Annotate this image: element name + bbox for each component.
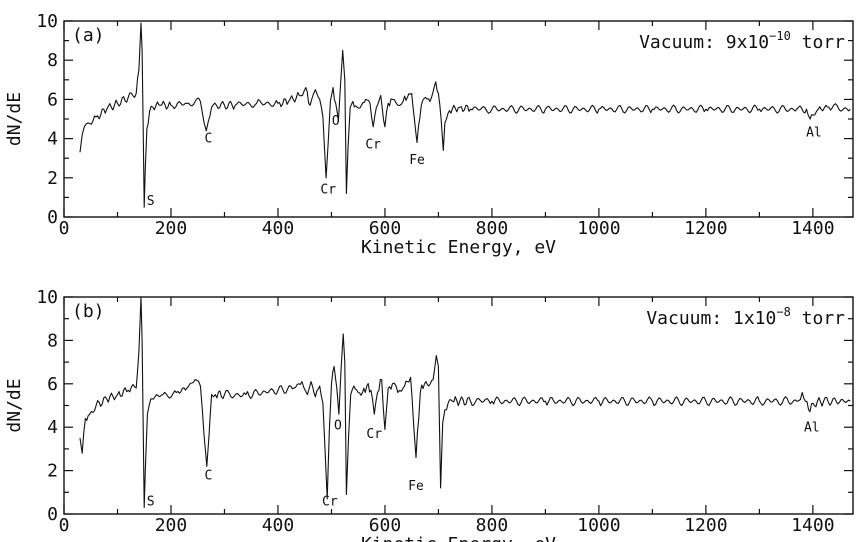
y-tick-label: 2 <box>47 461 58 482</box>
peak-labels: S C O Cr Cr Fe Al <box>147 114 822 209</box>
x-tick-label: 0 <box>59 515 70 536</box>
peak-label-fe: Fe <box>408 479 424 494</box>
vacuum-prefix: Vacuum: 1x10 <box>646 308 776 329</box>
tick-labels: 0 200 400 600 800 1000 1200 1400 0 2 4 6 8 10 <box>36 287 834 536</box>
y-tick-label: 10 <box>36 287 58 308</box>
x-axis-title: Kinetic Energy, eV <box>361 237 556 258</box>
x-tick-label: 400 <box>262 515 295 536</box>
x-tick-label: 400 <box>262 218 295 239</box>
vacuum-label: Vacuum: 1x10−8 torr <box>646 305 845 329</box>
y-tick-label: 8 <box>47 50 58 71</box>
y-tick-label: 10 <box>36 11 58 32</box>
peak-label-fe: Fe <box>409 153 425 168</box>
y-tick-label: 6 <box>47 374 58 395</box>
panel-label: (a) <box>72 25 105 46</box>
y-axis-title: dN/dE <box>4 92 25 146</box>
peak-label-s: S <box>147 494 155 509</box>
axis-ticks <box>63 20 853 218</box>
x-tick-label: 1400 <box>791 218 834 239</box>
y-tick-label: 8 <box>47 330 58 351</box>
chart-panel-b: 0 200 400 600 800 1000 1200 1400 0 2 4 6 8 10 S C O Cr Cr… <box>4 287 854 542</box>
peak-label-o: O <box>334 418 342 433</box>
panel-label: (b) <box>72 301 105 322</box>
y-tick-label: 2 <box>47 168 58 189</box>
vacuum-prefix: Vacuum: 9x10 <box>639 32 769 53</box>
peak-label-s: S <box>147 194 155 209</box>
y-tick-label: 0 <box>47 207 58 228</box>
x-tick-label: 600 <box>369 515 402 536</box>
x-tick-label: 200 <box>155 218 188 239</box>
x-tick-label: 800 <box>476 218 509 239</box>
y-axis-title: dN/dE <box>4 378 25 432</box>
tick-labels: 0 200 400 600 800 1000 1200 1400 0 2 4 6 8 10 <box>36 11 834 239</box>
y-tick-label: 4 <box>47 129 58 150</box>
vacuum-suffix: torr <box>791 32 845 53</box>
peak-label-cr: Cr <box>366 427 382 442</box>
peak-labels: S C O Cr Cr Fe Al <box>147 418 820 509</box>
peak-label-al: Al <box>806 126 822 141</box>
y-tick-label: 0 <box>47 504 58 525</box>
peak-label-cr: Cr <box>320 182 336 197</box>
series-line <box>79 22 851 208</box>
x-tick-label: 800 <box>476 515 509 536</box>
peak-label-cr: Cr <box>365 137 381 152</box>
peak-label-o: O <box>332 114 340 129</box>
y-tick-label: 4 <box>47 417 58 438</box>
series-line <box>79 296 851 509</box>
axis-ticks <box>63 296 853 515</box>
x-tick-label: 1000 <box>577 218 620 239</box>
x-tick-label: 1400 <box>791 515 834 536</box>
y-tick-label: 6 <box>47 89 58 110</box>
vacuum-label: Vacuum: 9x10−10 torr <box>639 29 845 53</box>
x-axis-title: Kinetic Energy, eV <box>361 534 556 542</box>
x-tick-label: 200 <box>155 515 188 536</box>
x-tick-label: 1200 <box>684 218 727 239</box>
peak-label-al: Al <box>804 421 820 436</box>
vacuum-suffix: torr <box>791 308 845 329</box>
x-tick-label: 600 <box>369 218 402 239</box>
x-tick-label: 1200 <box>684 515 727 536</box>
x-tick-label: 1000 <box>577 515 620 536</box>
peak-label-c: C <box>205 132 213 147</box>
vacuum-exponent: −10 <box>769 29 791 43</box>
chart-panel-a: 0 200 400 600 800 1000 1200 1400 0 2 4 6 8 10 S C O Cr Cr… <box>4 11 854 258</box>
peak-label-cr: Cr <box>322 494 338 509</box>
peak-label-c: C <box>205 468 213 483</box>
vacuum-exponent: −8 <box>776 305 790 319</box>
x-tick-label: 0 <box>59 218 70 239</box>
